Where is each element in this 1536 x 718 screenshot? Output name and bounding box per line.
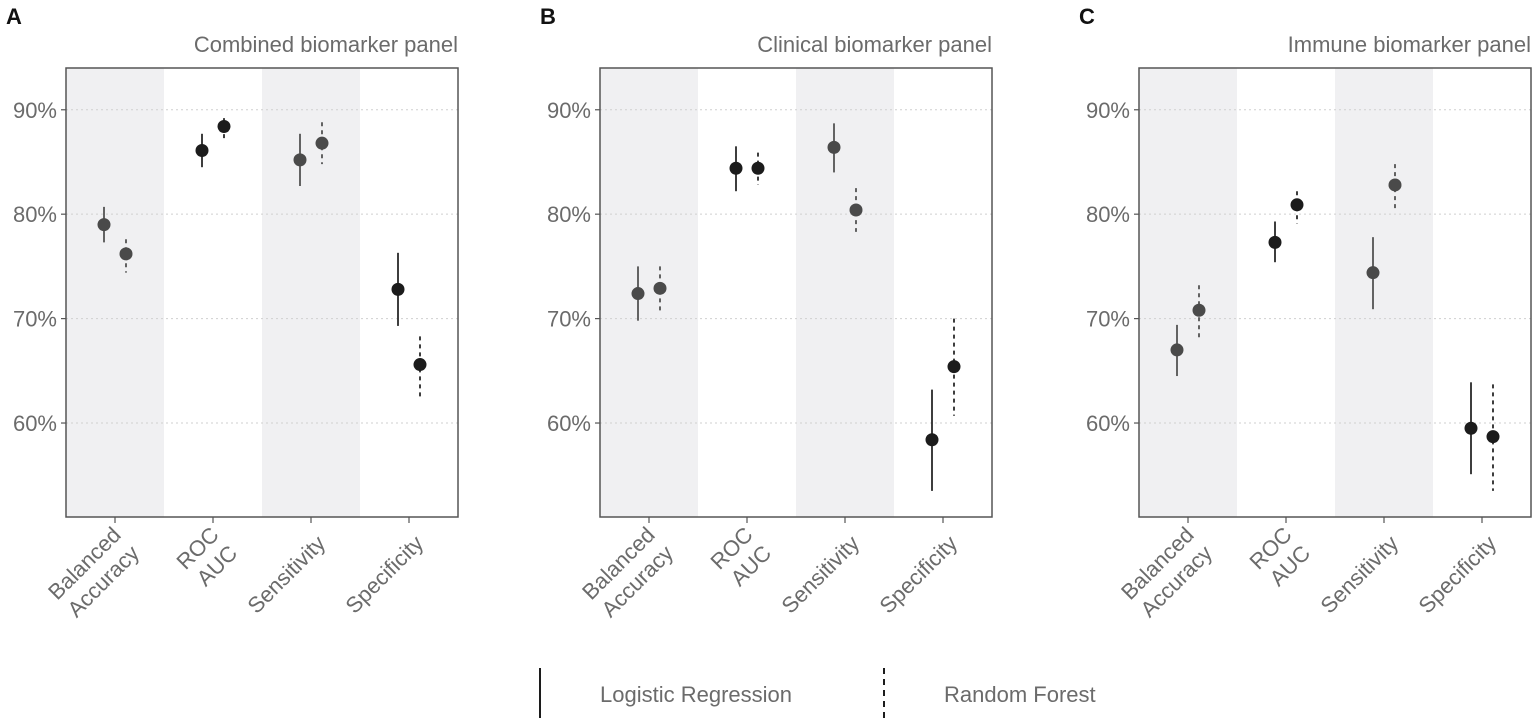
x-tick-label-roc-auc: ROCAUC	[1244, 522, 1315, 593]
point-logistic-regression-balanced-accuracy	[1170, 343, 1184, 357]
y-tick-label: 80%	[13, 202, 57, 227]
x-tick-label-roc-auc: ROCAUC	[171, 522, 242, 593]
x-tick-label-roc-auc: ROCAUC	[705, 522, 776, 593]
point-random-forest-roc-auc	[751, 161, 765, 175]
point-random-forest-balanced-accuracy	[1192, 303, 1206, 317]
y-tick-label: 70%	[547, 307, 591, 332]
category-band	[262, 68, 360, 517]
point-logistic-regression-roc-auc	[1268, 235, 1282, 249]
legend: Logistic Regression Random Forest	[539, 668, 1096, 718]
point-logistic-regression-sensitivity	[827, 140, 841, 154]
point-random-forest-roc-auc	[1290, 198, 1304, 212]
legend-label-logistic-regression: Logistic Regression	[600, 682, 792, 707]
x-tick-label-sensitivity: Sensitivity	[776, 531, 864, 619]
point-logistic-regression-specificity	[391, 282, 405, 296]
y-tick-label: 90%	[13, 98, 57, 123]
point-logistic-regression-specificity	[1464, 421, 1478, 435]
y-tick-label: 70%	[13, 307, 57, 332]
x-tick-label-balanced-accuracy: BalancedAccuracy	[1116, 522, 1217, 623]
category-band	[66, 68, 164, 517]
category-band	[1335, 68, 1433, 517]
y-tick-label: 90%	[547, 98, 591, 123]
panel-c: 60% 70% 80% 90% BalancedAccuracy ROCAUC Sensit…	[1079, 4, 1532, 623]
panel-title: Clinical biomarker panel	[757, 32, 992, 57]
y-tick-label: 80%	[547, 202, 591, 227]
x-tick-label-specificity: Specificity	[1413, 531, 1501, 619]
category-band	[796, 68, 894, 517]
point-random-forest-sensitivity	[849, 203, 863, 217]
y-tick-label: 80%	[1086, 202, 1130, 227]
category-band	[600, 68, 698, 517]
x-tick-label-sensitivity: Sensitivity	[1315, 531, 1403, 619]
point-logistic-regression-sensitivity	[1366, 266, 1380, 280]
plot-frame	[599, 67, 993, 518]
point-logistic-regression-balanced-accuracy	[97, 218, 111, 232]
point-logistic-regression-roc-auc	[195, 143, 209, 157]
point-logistic-regression-roc-auc	[729, 161, 743, 175]
x-tick-label-specificity: Specificity	[340, 531, 428, 619]
panel-letter: B	[540, 4, 556, 29]
panel-letter: A	[6, 4, 22, 29]
y-tick-label: 90%	[1086, 98, 1130, 123]
point-random-forest-specificity	[1486, 430, 1500, 444]
category-band	[1139, 68, 1237, 517]
y-tick-label: 70%	[1086, 307, 1130, 332]
y-tick-label: 60%	[547, 411, 591, 436]
point-random-forest-balanced-accuracy	[653, 281, 667, 295]
x-tick-label-sensitivity: Sensitivity	[242, 531, 330, 619]
plot-frame	[65, 67, 459, 518]
point-random-forest-specificity	[413, 358, 427, 372]
point-random-forest-specificity	[947, 360, 961, 374]
y-tick-label: 60%	[13, 411, 57, 436]
panel-letter: C	[1079, 4, 1095, 29]
panel-a: 60% 70% 80% 90% BalancedAccuracy ROCAUC Sensit…	[6, 4, 459, 623]
point-logistic-regression-balanced-accuracy	[631, 287, 645, 301]
point-random-forest-sensitivity	[315, 136, 329, 150]
x-tick-label-balanced-accuracy: BalancedAccuracy	[43, 522, 144, 623]
point-random-forest-balanced-accuracy	[119, 247, 133, 261]
plot-frame	[1138, 67, 1532, 518]
legend-label-random-forest: Random Forest	[944, 682, 1096, 707]
chart-panels: 60%70%80%90%BalancedAccuracy ROCAUC Sensit…	[6, 4, 1532, 623]
point-logistic-regression-specificity	[925, 433, 939, 447]
panel-b: 60% 70% 80% 90% BalancedAccuracy ROCAUC Sensit…	[540, 4, 993, 623]
x-tick-label-specificity: Specificity	[874, 531, 962, 619]
point-logistic-regression-sensitivity	[293, 153, 307, 167]
point-random-forest-sensitivity	[1388, 178, 1402, 192]
panel-title: Immune biomarker panel	[1288, 32, 1531, 57]
y-tick-label: 60%	[1086, 411, 1130, 436]
point-random-forest-roc-auc	[217, 119, 231, 133]
panel-title: Combined biomarker panel	[194, 32, 458, 57]
x-tick-label-balanced-accuracy: BalancedAccuracy	[577, 522, 678, 623]
